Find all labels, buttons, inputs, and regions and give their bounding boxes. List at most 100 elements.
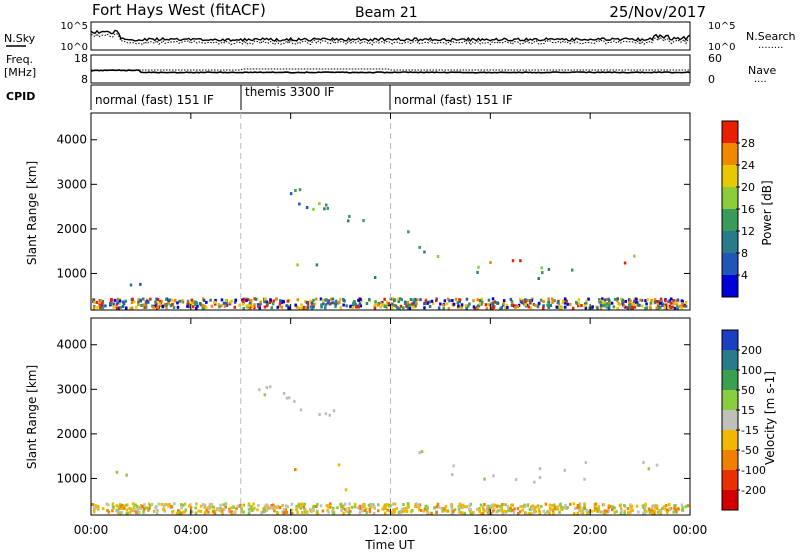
scatter-cell	[296, 298, 299, 302]
scatter-cell	[121, 503, 124, 507]
scatter-cell	[173, 502, 176, 506]
scatter-cell	[622, 304, 626, 308]
scatter-cell	[637, 510, 640, 514]
scatter-cell	[603, 509, 607, 513]
scatter-cell	[295, 508, 298, 512]
scatter-cell	[656, 302, 660, 306]
scatter-cell	[511, 259, 515, 263]
scatter-cell	[673, 306, 677, 310]
scatter-cell	[418, 451, 421, 455]
scatter-cell	[251, 509, 254, 512]
scatter-cell	[137, 298, 140, 302]
scatter-cell	[123, 504, 126, 508]
scatter-cell	[547, 297, 550, 301]
scatter-cell	[666, 305, 670, 309]
scatter-cell	[203, 505, 206, 509]
scatter-cell	[373, 276, 377, 279]
scatter-cell	[489, 506, 492, 510]
scatter-cell	[331, 297, 335, 301]
scatter-cell	[532, 302, 536, 306]
scatter-cell	[305, 301, 309, 305]
scatter-cell	[493, 503, 496, 507]
freq-tick-top: 18	[74, 52, 88, 65]
scatter-cell	[584, 302, 587, 306]
scatter-cell	[504, 306, 507, 310]
scatter-cell	[668, 503, 671, 506]
chart-title: Fort Hays West (fitACF)	[92, 1, 266, 19]
scatter-cell	[548, 304, 551, 308]
scatter-cell	[593, 504, 597, 508]
scatter-cell	[442, 303, 445, 307]
scatter-cell	[530, 506, 534, 510]
scatter-cell	[295, 504, 298, 508]
scatter-cell	[341, 507, 344, 511]
scatter-cell	[107, 503, 110, 507]
scatter-cell	[391, 502, 395, 506]
scatter-cell	[408, 307, 412, 310]
scatter-cell	[481, 505, 485, 509]
scatter-cell	[270, 504, 273, 507]
scatter-cell	[550, 297, 554, 301]
scatter-cell	[281, 503, 284, 507]
colorbar-swatch	[722, 275, 738, 297]
scatter-cell	[650, 298, 653, 302]
scatter-cell	[111, 509, 114, 513]
scatter-cell	[618, 303, 621, 307]
scatter-cell	[233, 511, 237, 515]
scatter-cell	[644, 506, 647, 510]
scatter-cell	[673, 503, 676, 507]
scatter-cell	[680, 306, 683, 310]
scatter-cell	[385, 307, 389, 310]
scatter-cell	[448, 299, 451, 303]
nsky-tick-bot: 10^0	[61, 42, 88, 53]
scatter-cell	[398, 307, 401, 310]
scatter-cell	[680, 508, 684, 512]
scatter-cell	[320, 305, 323, 309]
scatter-cell	[287, 306, 291, 310]
scatter-cell	[653, 300, 657, 304]
scatter-cell	[599, 300, 602, 304]
scatter-cell	[420, 450, 424, 454]
y-tick-label: 3000	[56, 177, 87, 191]
scatter-cell	[272, 507, 275, 510]
scatter-cell	[165, 306, 168, 310]
scatter-cell	[240, 510, 244, 514]
scatter-cell	[561, 305, 564, 309]
scatter-cell	[296, 263, 299, 267]
scatter-cell	[452, 464, 455, 468]
nsky-label: N.Sky	[4, 32, 36, 45]
scatter-cell	[255, 297, 259, 301]
scatter-cell	[133, 300, 136, 304]
scatter-cell	[435, 297, 438, 301]
scatter-cell	[603, 300, 606, 304]
scatter-cell	[460, 511, 464, 515]
scatter-cell	[682, 304, 685, 308]
scatter-cell	[99, 299, 103, 303]
scatter-cell	[472, 299, 475, 303]
scatter-cell	[444, 509, 447, 513]
scatter-cell	[479, 503, 483, 507]
scatter-cell	[96, 305, 99, 309]
scatter-cell	[476, 270, 479, 274]
scatter-cell	[415, 502, 418, 506]
scatter-cell	[635, 297, 638, 301]
scatter-cell	[192, 301, 195, 305]
scatter-cell	[489, 261, 492, 265]
scatter-cell	[318, 413, 321, 417]
scatter-cell	[285, 304, 288, 308]
scatter-cell	[491, 509, 495, 513]
scatter-cell	[573, 512, 576, 515]
scatter-cell	[405, 509, 408, 513]
scatter-cell	[629, 510, 632, 514]
scatter-cell	[116, 297, 120, 301]
scatter-cell	[621, 301, 624, 305]
scatter-cell	[348, 502, 351, 506]
scatter-cell	[516, 507, 520, 511]
scatter-cell	[236, 505, 239, 509]
scatter-cell	[119, 511, 122, 515]
scatter-cell	[337, 463, 341, 467]
scatter-cell	[551, 509, 555, 513]
scatter-cell	[193, 300, 197, 304]
scatter-cell	[574, 506, 577, 510]
scatter-cell	[456, 301, 459, 305]
